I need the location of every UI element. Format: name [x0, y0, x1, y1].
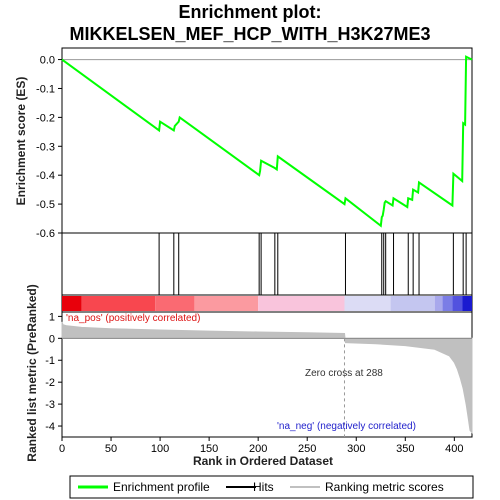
heatbar-segment [442, 296, 453, 311]
enrichment-profile-line [61, 55, 473, 228]
zero-cross-label: Zero cross at 288 [305, 368, 383, 379]
x-tick-label: 150 [200, 443, 218, 455]
es-y-axis: 0.0 -0.1 -0.2 -0.3 -0.4 -0.5 -0.6 [36, 55, 62, 240]
es-y-tick-label: 0.0 [40, 55, 55, 67]
heatbar-segment [258, 296, 345, 311]
heatbar-segment [194, 296, 259, 311]
legend-label: Enrichment profile [113, 480, 210, 494]
metric-y-axis: 1 0 -1 -2 -3 -4 [45, 311, 62, 433]
heatbar-segment [81, 296, 156, 311]
chart-title-line-2: MIKKELSEN_MEF_HCP_WITH_H3K27ME3 [69, 24, 430, 44]
heatbar [62, 296, 472, 311]
hits-panel-frame [61, 232, 473, 296]
legend: Enrichment profile Hits Ranking metric sco… [78, 480, 444, 494]
metric-y-tick-label: 1 [49, 311, 55, 323]
heatbar-segment [155, 296, 195, 311]
metric-y-axis-label: Ranked list metric (PreRanked) [25, 284, 39, 461]
x-tick-label: 300 [347, 443, 365, 455]
heatbar-segment [462, 296, 472, 311]
x-tick-label: 100 [151, 443, 169, 455]
metric-y-tick-label: -2 [45, 377, 55, 389]
legend-box [69, 475, 474, 499]
es-y-tick-label: -0.4 [36, 170, 55, 182]
x-axis: 0 50 100 150 200 250 300 350 400 [59, 437, 464, 455]
heatbar-segment [452, 296, 463, 311]
legend-label: Ranking metric scores [325, 480, 444, 494]
x-tick-label: 200 [249, 443, 267, 455]
heatbar-segment [390, 296, 435, 311]
es-y-axis-label: Enrichment score (ES) [14, 77, 28, 206]
heatbar-segment [62, 296, 82, 311]
metric-y-tick-label: -1 [45, 355, 55, 367]
x-tick-label: 350 [396, 443, 414, 455]
metric-y-tick-label: -4 [45, 421, 55, 433]
es-y-tick-label: -0.5 [36, 199, 55, 211]
es-y-tick-label: -0.3 [36, 141, 55, 153]
es-y-tick-label: -0.1 [36, 83, 55, 95]
x-tick-label: 0 [59, 443, 65, 455]
legend-label: Hits [253, 480, 274, 494]
x-tick-label: 400 [445, 443, 463, 455]
hits-marks [158, 233, 467, 295]
chart-title-line-1: Enrichment plot: [179, 2, 322, 22]
es-panel-frame [61, 47, 473, 234]
x-tick-label: 50 [105, 443, 117, 455]
negative-correlation-label: 'na_neg' (negatively correlated) [277, 421, 416, 432]
heatbar-segment [344, 296, 391, 311]
metric-y-tick-label: -3 [45, 399, 55, 411]
positive-correlation-label: 'na_pos' (positively correlated) [66, 313, 200, 324]
es-y-tick-label: -0.2 [36, 112, 55, 124]
ranking-metric-area [61, 321, 473, 434]
heatbar-segment [434, 296, 443, 311]
es-y-tick-label: -0.6 [36, 228, 55, 240]
x-tick-label: 250 [298, 443, 316, 455]
x-axis-label: Rank in Ordered Dataset [193, 454, 333, 468]
metric-y-tick-label: 0 [49, 333, 55, 345]
